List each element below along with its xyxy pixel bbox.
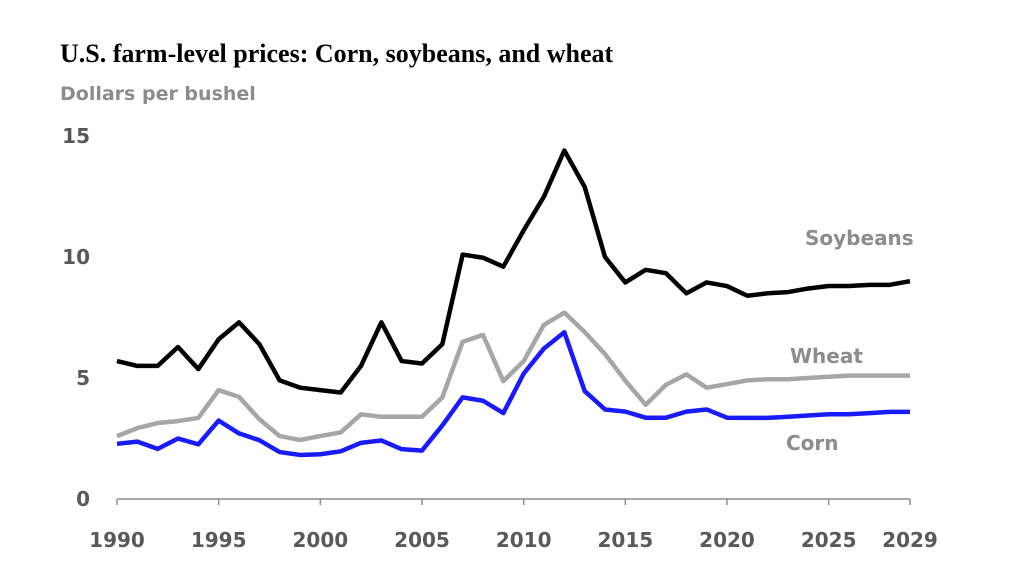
series-label: Soybeans <box>805 226 914 250</box>
x-tick-label: 2020 <box>699 528 755 552</box>
x-tick-label: 1990 <box>89 528 145 552</box>
x-tick-label: 2015 <box>597 528 653 552</box>
x-tick-label: 1995 <box>191 528 247 552</box>
series-label: Corn <box>786 431 839 455</box>
series-line <box>116 310 910 443</box>
series-label: Wheat <box>790 344 863 368</box>
y-tick-label: 15 <box>62 124 90 148</box>
chart-title: U.S. farm-level prices: Corn, soybeans, … <box>60 39 614 68</box>
chart-subtitle: Dollars per bushel <box>60 83 256 105</box>
y-tick-label: 10 <box>62 245 90 269</box>
x-tick-label: 2005 <box>394 528 450 552</box>
y-tick-label: 5 <box>76 366 90 390</box>
series-line <box>116 330 910 458</box>
series-line <box>116 148 911 395</box>
x-tick-label: 2010 <box>496 528 552 552</box>
x-tick-label: 2000 <box>292 528 348 552</box>
x-tick-label: 2029 <box>882 528 938 552</box>
y-tick-label: 0 <box>76 487 90 511</box>
x-tick-label: 2025 <box>801 528 857 552</box>
